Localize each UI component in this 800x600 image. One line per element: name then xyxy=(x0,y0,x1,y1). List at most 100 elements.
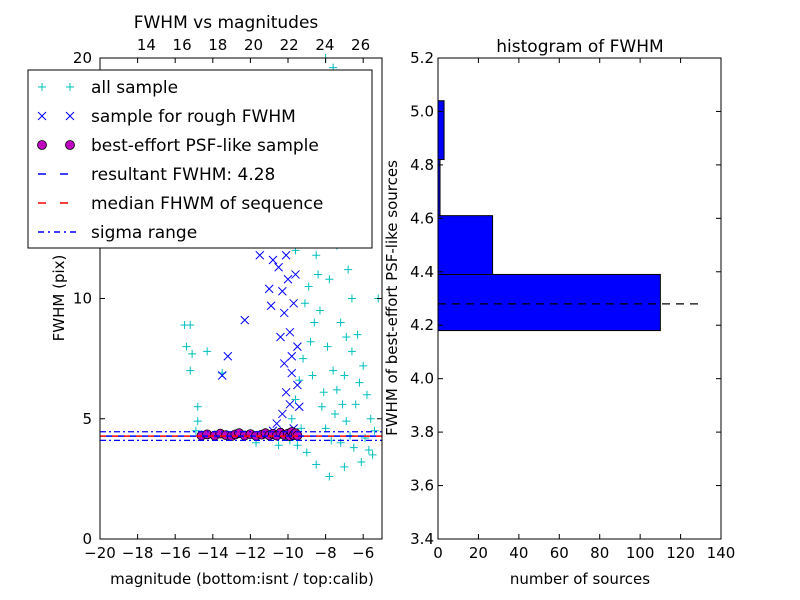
right-ytick-label: 3.4 xyxy=(410,530,434,548)
right-ytick-label: 3.6 xyxy=(410,477,434,495)
left-top-xtick-label: 26 xyxy=(351,36,370,54)
right-xtick-label: 60 xyxy=(550,544,569,562)
all-sample-point xyxy=(308,371,317,380)
all-sample-point xyxy=(351,400,360,409)
all-sample-point xyxy=(368,450,377,459)
rough-fwhm-point xyxy=(276,332,285,342)
all-sample-point xyxy=(364,446,373,455)
right-ytick-label: 5.0 xyxy=(410,102,434,120)
legend-x-icon xyxy=(37,111,47,121)
rough-fwhm-point xyxy=(274,262,283,272)
legend-item: median FHWM of sequence xyxy=(38,194,323,214)
all-sample-point xyxy=(300,299,309,308)
left-xtick-label: −14 xyxy=(197,544,229,562)
legend-circle-icon xyxy=(37,140,47,150)
all-sample-point xyxy=(304,282,313,291)
all-sample-point xyxy=(353,330,362,339)
all-sample-point xyxy=(325,472,334,481)
rough-fwhm-point xyxy=(223,351,233,361)
rough-fwhm-point xyxy=(278,286,287,296)
all-sample-point xyxy=(349,443,358,452)
all-sample-point xyxy=(193,402,202,411)
legend-x-icon xyxy=(65,111,75,121)
legend-item: all sample xyxy=(38,78,178,98)
legend-label: sample for rough FWHM xyxy=(91,107,296,127)
histogram-bar xyxy=(437,273,661,332)
all-sample-point xyxy=(359,361,368,370)
right-plot-ylabel: FWHM of best-effort PSF-like sources xyxy=(383,160,401,436)
all-sample-point xyxy=(203,347,212,356)
all-sample-point xyxy=(186,320,195,329)
right-xtick-label: 120 xyxy=(666,544,695,562)
right-ytick-label: 3.8 xyxy=(410,423,434,441)
legend-box xyxy=(27,69,373,249)
right-ytick-label: 4.6 xyxy=(410,209,434,227)
legend-item: best-effort PSF-like sample xyxy=(37,136,319,156)
rough-fwhm-point xyxy=(279,359,289,368)
right-plot-ticks: 0 20 40 60 80 100 120 140 3.4 3.6 3.8 4.0 4.2 4.4 4.6 4… xyxy=(410,49,735,562)
rough-fwhm-point xyxy=(255,250,265,260)
rough-fwhm-point xyxy=(294,402,304,412)
rough-fwhm-point xyxy=(266,301,276,311)
right-xtick-label: 40 xyxy=(509,544,528,562)
all-sample-point xyxy=(340,462,349,471)
left-plot-title: FWHM vs magnitudes xyxy=(134,13,319,33)
legend-label: best-effort PSF-like sample xyxy=(91,136,319,156)
left-xtick-label: −12 xyxy=(235,544,267,562)
legend-label: resultant FWHM: 4.28 xyxy=(91,165,275,185)
right-xtick-label: 80 xyxy=(590,544,609,562)
all-sample-point xyxy=(331,409,339,418)
left-plot-xlabel: magnitude (bottom:isnt / top:calib) xyxy=(110,570,374,588)
left-xtick-label: −10 xyxy=(272,544,304,562)
rough-fwhm-point xyxy=(217,371,227,380)
all-sample-point xyxy=(193,417,202,426)
legend-plus-icon xyxy=(38,83,46,91)
right-plot-xlabel: number of sources xyxy=(510,570,650,588)
rough-fwhm-point xyxy=(278,409,287,419)
all-sample-point xyxy=(321,424,330,433)
all-sample-point xyxy=(347,294,356,303)
all-sample-point xyxy=(302,448,311,457)
legend-item: resultant FWHM: 4.28 xyxy=(38,165,275,185)
right-xtick-label: 20 xyxy=(469,544,488,562)
left-xtick-label: −8 xyxy=(315,544,337,562)
right-ytick-label: 4.8 xyxy=(410,156,434,174)
all-sample-point xyxy=(306,337,315,346)
all-sample-point xyxy=(312,251,321,260)
legend-circle-icon xyxy=(65,140,75,150)
all-sample-point xyxy=(293,441,302,450)
all-sample-point xyxy=(291,395,300,404)
all-sample-point xyxy=(370,426,379,435)
rough-fwhm-point xyxy=(272,419,282,428)
rough-fwhm-point xyxy=(285,399,295,409)
rough-fwhm-point xyxy=(264,284,274,294)
left-top-xtick-label: 20 xyxy=(244,36,263,54)
all-sample-point xyxy=(274,441,283,450)
right-xtick-label: 100 xyxy=(626,544,655,562)
all-sample-point xyxy=(366,414,375,423)
rough-fwhm-point xyxy=(291,270,300,279)
all-sample-point xyxy=(347,347,356,356)
all-sample-point xyxy=(342,332,351,341)
right-ytick-label: 4.4 xyxy=(410,263,434,281)
right-ytick-label: 4.0 xyxy=(410,370,434,388)
all-sample-point xyxy=(191,426,200,435)
all-sample-point xyxy=(188,349,197,358)
right-xtick-label: 140 xyxy=(707,544,736,562)
rough-fwhm-point xyxy=(240,315,250,325)
left-top-xtick-label: 24 xyxy=(315,36,334,54)
legend-label: median FHWM of sequence xyxy=(91,194,323,214)
left-ytick-label: 20 xyxy=(73,49,92,67)
right-plot: 0 20 40 60 80 100 120 140 3.4 3.6 3.8 4.0 4.2 4.4 4.6 4… xyxy=(383,37,735,588)
all-sample-point xyxy=(314,270,323,279)
right-plot-frame xyxy=(437,57,722,540)
rough-fwhm-point xyxy=(281,250,291,260)
rough-fwhm-point xyxy=(268,255,278,265)
all-sample-point xyxy=(336,318,345,327)
rough-fwhm-point xyxy=(293,380,302,390)
all-sample-point xyxy=(355,378,364,387)
all-sample-point xyxy=(182,342,191,351)
all-sample-point xyxy=(362,390,371,399)
all-sample-point xyxy=(310,318,319,327)
